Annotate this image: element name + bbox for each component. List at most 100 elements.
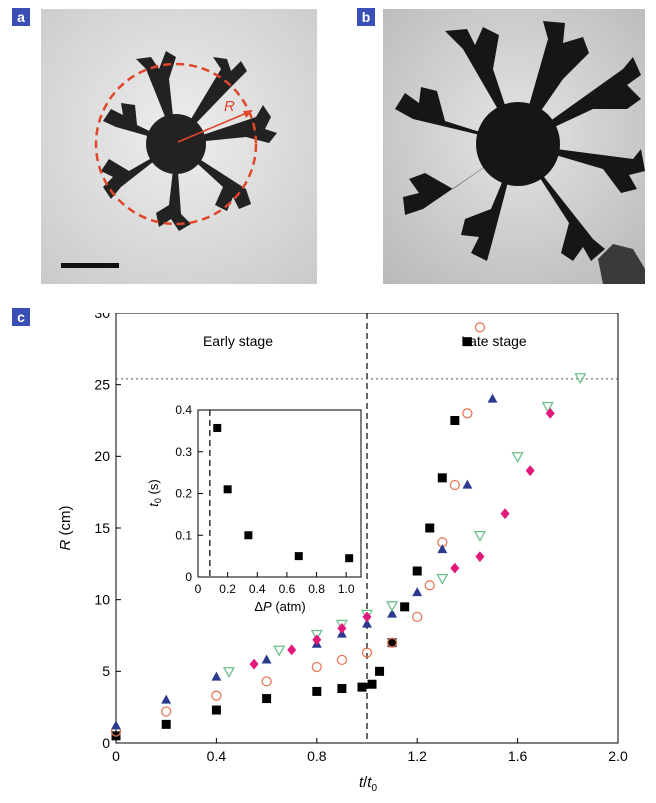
series-2-point [387, 608, 398, 618]
x-tick-label: 0.8 [308, 582, 325, 596]
main-ticks: 0 0.4 0.8 1.2 1.6 2.0 0 5 10 15 20 25 30 [94, 313, 628, 764]
series-4-point [475, 551, 485, 563]
x-tick-label: 0.2 [219, 582, 236, 596]
series-0-point [450, 416, 460, 425]
series-1-point [474, 322, 486, 333]
panel-label-b: b [357, 8, 375, 26]
series-4-point [362, 611, 372, 623]
inset-chart: 0 0.2 0.4 0.6 0.8 1.0 0 0.1 0.2 0.3 0.4 ΔP (atm) t… [146, 403, 362, 614]
x-tick-label: 1.2 [407, 748, 427, 764]
photo-panel-a: R [41, 9, 317, 284]
dendrite-pattern-a [101, 51, 277, 231]
y-tick-label: 0 [102, 735, 110, 751]
series-0-point [244, 531, 253, 540]
series-3-point [273, 645, 286, 657]
y-tick-label: 5 [102, 663, 110, 679]
series-1-point [211, 690, 222, 701]
series-0-point [213, 423, 222, 432]
series-0-point [400, 602, 410, 612]
series-0-point [462, 337, 472, 347]
series-2-point [462, 479, 473, 489]
x-tick-label: 0.8 [307, 748, 327, 764]
series-1-point [449, 479, 461, 491]
y-tick-label: 20 [94, 448, 110, 464]
series-4-point [249, 658, 259, 670]
scale-bar [61, 263, 119, 268]
series-3-point [310, 629, 323, 641]
series-4-point [525, 465, 535, 477]
early-stage-label: Early stage [203, 333, 273, 349]
series-4-point [287, 644, 297, 656]
y-tick-label: 10 [94, 592, 110, 608]
series-4-point [337, 622, 347, 634]
inset-y-axis-label: t0 (s) [146, 479, 163, 506]
series-2-point [111, 720, 121, 730]
x-tick-label: 2.0 [608, 748, 628, 764]
series-3-point [574, 373, 587, 385]
radius-arrowhead [243, 110, 253, 118]
inset-x-axis-label: ΔP (atm) [254, 599, 305, 614]
series-0-point [312, 686, 322, 696]
inset-series [213, 423, 354, 563]
inset-ticks: 0 0.2 0.4 0.6 0.8 1.0 0 0.1 0.2 0.3 0.4 [175, 403, 355, 596]
x-tick-label: 0 [112, 748, 120, 764]
series-2-point [261, 654, 272, 664]
dashed-circle-r [94, 62, 258, 226]
series-0-point [437, 473, 447, 483]
y-tick-label: 0.3 [175, 445, 192, 459]
series-2-point [211, 671, 222, 681]
series-3-point [386, 601, 399, 613]
series-2-point [161, 694, 172, 704]
y-tick-label: 25 [94, 377, 110, 393]
series-0-point [387, 638, 397, 648]
y-tick-label: 0.1 [175, 528, 192, 542]
photo-a-svg: R [41, 9, 317, 284]
inset-plot-frame [197, 409, 362, 578]
series-0-point [337, 684, 347, 694]
x-tick-label: 0.4 [207, 748, 227, 764]
x-tick-label: 1.0 [338, 582, 355, 596]
photo-panel-b [383, 9, 645, 284]
photo-b-svg [383, 9, 645, 284]
late-stage-label: Late stage [461, 333, 527, 349]
main-series [110, 322, 587, 741]
series-2-point [362, 618, 372, 628]
series-3-point [473, 530, 486, 542]
series-0-point [375, 666, 385, 676]
series-0-point [367, 679, 377, 689]
series-1-point [462, 408, 473, 419]
series-0-point [357, 682, 367, 692]
main-y-axis-label: R (cm) [57, 505, 74, 550]
series-4-point [545, 407, 555, 419]
series-0-point [294, 552, 303, 561]
series-0-point [262, 694, 272, 704]
y-tick-label: 0 [185, 570, 192, 584]
y-tick-label: 30 [94, 313, 110, 321]
x-tick-label: 1.6 [508, 748, 528, 764]
series-4-point [450, 562, 460, 574]
panel-label-c: c [12, 308, 30, 326]
series-2-point [487, 393, 498, 403]
series-1-point [311, 661, 322, 673]
series-0-point [161, 719, 171, 729]
radius-arrow [177, 111, 250, 143]
series-0-point [223, 485, 232, 494]
main-chart: 0 0.4 0.8 1.2 1.6 2.0 0 5 10 15 20 25 30 Early stage… [57, 313, 628, 794]
series-1-point [412, 611, 423, 623]
series-0-point [412, 566, 422, 576]
series-2-point [437, 544, 448, 554]
y-tick-label: 15 [94, 520, 110, 536]
main-x-axis-label: t/t0 [359, 774, 378, 794]
series-2-point [412, 587, 423, 597]
series-3-point [511, 452, 524, 464]
x-tick-label: 0 [195, 582, 202, 596]
series-1-point [361, 647, 373, 658]
series-1-point [161, 706, 172, 717]
series-0-point [345, 554, 354, 563]
series-0-point [211, 705, 221, 715]
dendrite-pattern-b [395, 21, 645, 284]
main-reference-lines [116, 313, 618, 743]
series-4-point [500, 508, 510, 520]
series-3-point [222, 667, 235, 679]
series-4-point [312, 634, 322, 646]
